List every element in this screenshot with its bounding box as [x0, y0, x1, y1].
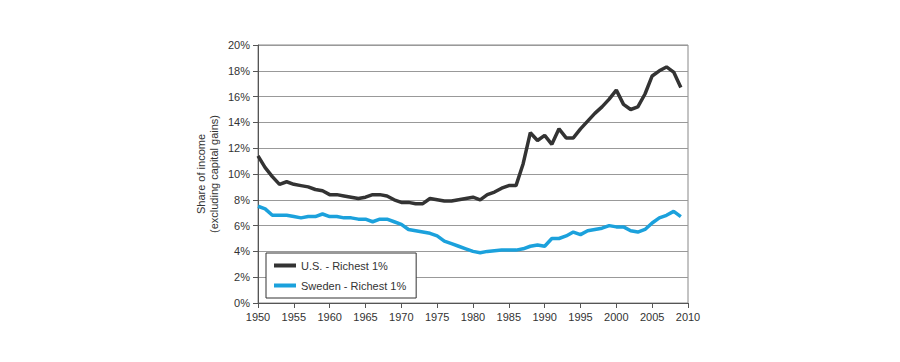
svg-text:8%: 8%: [234, 194, 250, 206]
svg-text:1980: 1980: [461, 311, 485, 323]
svg-text:Share of income: Share of income: [195, 134, 207, 214]
svg-text:2005: 2005: [640, 311, 664, 323]
svg-text:1995: 1995: [568, 311, 592, 323]
svg-text:12%: 12%: [228, 142, 250, 154]
svg-text:10%: 10%: [228, 168, 250, 180]
svg-text:1990: 1990: [532, 311, 556, 323]
svg-text:1965: 1965: [353, 311, 377, 323]
svg-text:20%: 20%: [228, 39, 250, 51]
svg-text:4%: 4%: [234, 245, 250, 257]
svg-text:1975: 1975: [425, 311, 449, 323]
svg-text:1985: 1985: [497, 311, 521, 323]
svg-text:1970: 1970: [389, 311, 413, 323]
svg-text:1950: 1950: [246, 311, 270, 323]
svg-text:14%: 14%: [228, 116, 250, 128]
svg-text:16%: 16%: [228, 91, 250, 103]
svg-text:2%: 2%: [234, 271, 250, 283]
svg-text:6%: 6%: [234, 220, 250, 232]
svg-text:1955: 1955: [282, 311, 306, 323]
svg-text:2000: 2000: [604, 311, 628, 323]
svg-text:(excluding capital gains): (excluding capital gains): [208, 115, 220, 233]
svg-text:Sweden - Richest 1%: Sweden - Richest 1%: [301, 280, 406, 292]
svg-text:U.S. - Richest 1%: U.S. - Richest 1%: [301, 260, 388, 272]
svg-text:0%: 0%: [234, 297, 250, 309]
svg-text:18%: 18%: [228, 65, 250, 77]
svg-text:2010: 2010: [676, 311, 700, 323]
svg-text:1960: 1960: [317, 311, 341, 323]
